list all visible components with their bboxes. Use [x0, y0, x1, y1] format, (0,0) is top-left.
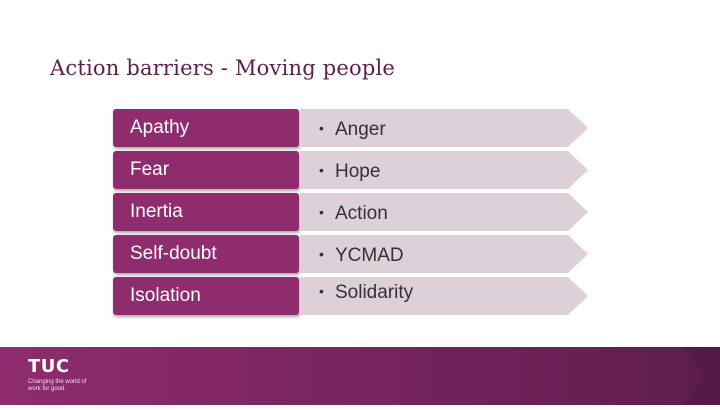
response-text: • YCMAD [319, 235, 404, 273]
list-item: Isolation • Solidarity [113, 277, 593, 315]
response-text: • Anger [319, 109, 386, 147]
arrow-shape [300, 274, 588, 318]
arrow-shape [300, 190, 588, 234]
bullet-icon: • [319, 120, 324, 136]
list-item: Apathy • Anger [113, 109, 593, 147]
barrier-box: Isolation [113, 277, 299, 315]
response-text: • Solidarity [319, 272, 413, 310]
arrow-shape [300, 232, 588, 276]
bullet-icon: • [319, 162, 324, 178]
bullet-icon: • [319, 246, 324, 262]
response-text: • Action [319, 193, 388, 231]
slide-title: Action barriers - Moving people [50, 56, 396, 80]
response-text: • Hope [319, 151, 380, 189]
footer-chevron-icon [680, 347, 720, 405]
logo-tagline: Changing the world of work for good. [28, 379, 87, 392]
list-item: Fear • Hope [113, 151, 593, 189]
arrow-shape [300, 106, 588, 150]
arrow-shape [300, 148, 588, 192]
tuc-logo: TUC Changing the world of work for good. [28, 357, 98, 399]
barrier-box: Apathy [113, 109, 299, 147]
logo-text: TUC [28, 356, 70, 377]
list-item: Inertia • Action [113, 193, 593, 231]
barrier-box: Self-doubt [113, 235, 299, 273]
barrier-box: Inertia [113, 193, 299, 231]
list-item: Self-doubt • YCMAD [113, 235, 593, 273]
footer-bar [0, 347, 720, 405]
barrier-box: Fear [113, 151, 299, 189]
bullet-icon: • [319, 204, 324, 220]
bullet-icon: • [319, 283, 324, 299]
